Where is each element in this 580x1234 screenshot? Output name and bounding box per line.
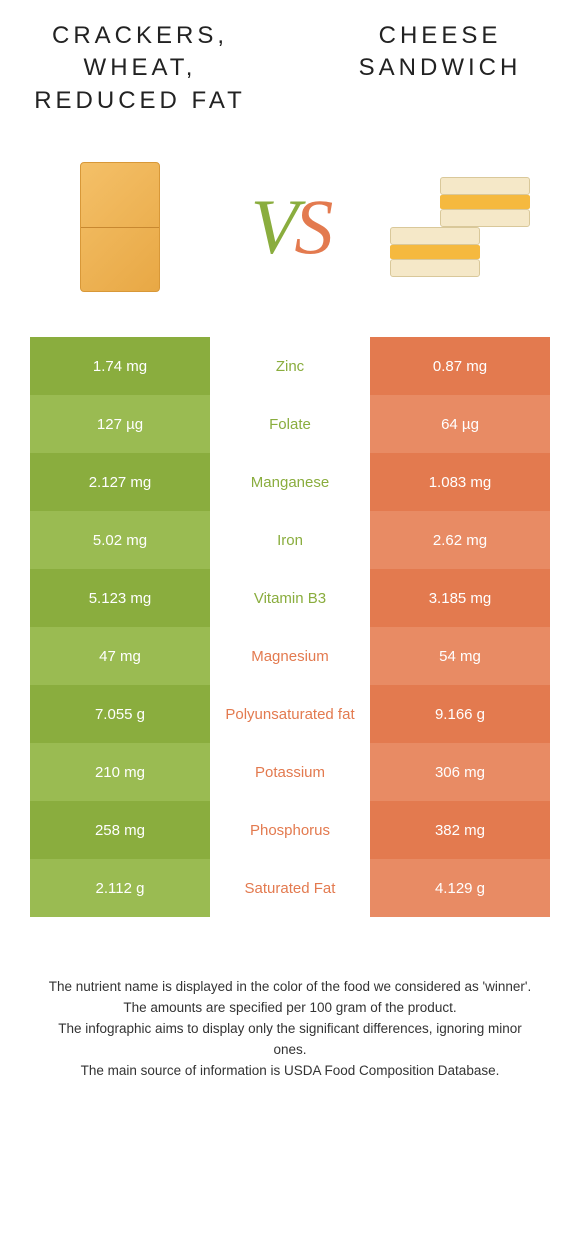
- cell-left-value: 2.112 g: [30, 859, 210, 917]
- table-row: 47 mgMagnesium54 mg: [30, 627, 550, 685]
- cell-right-value: 4.129 g: [370, 859, 550, 917]
- images-row: VS: [30, 147, 550, 337]
- footer-notes: The nutrient name is displayed in the co…: [30, 977, 550, 1082]
- table-row: 210 mgPotassium306 mg: [30, 743, 550, 801]
- table-row: 2.127 mgManganese1.083 mg: [30, 453, 550, 511]
- cell-nutrient-label: Manganese: [210, 453, 370, 511]
- title-left: CRACKERS, WHEAT, REDUCED FAT: [30, 20, 250, 117]
- table-row: 7.055 gPolyunsaturated fat9.166 g: [30, 685, 550, 743]
- cell-right-value: 54 mg: [370, 627, 550, 685]
- cell-nutrient-label: Potassium: [210, 743, 370, 801]
- table-row: 5.02 mgIron2.62 mg: [30, 511, 550, 569]
- cell-nutrient-label: Zinc: [210, 337, 370, 395]
- vs-label: VS: [251, 182, 330, 272]
- cell-right-value: 0.87 mg: [370, 337, 550, 395]
- cell-right-value: 64 µg: [370, 395, 550, 453]
- table-row: 258 mgPhosphorus382 mg: [30, 801, 550, 859]
- cell-left-value: 127 µg: [30, 395, 210, 453]
- footer-line-2: The amounts are specified per 100 gram o…: [40, 998, 540, 1019]
- cell-left-value: 210 mg: [30, 743, 210, 801]
- footer-line-4: The main source of information is USDA F…: [40, 1061, 540, 1082]
- cell-nutrient-label: Magnesium: [210, 627, 370, 685]
- cell-right-value: 1.083 mg: [370, 453, 550, 511]
- cell-nutrient-label: Folate: [210, 395, 370, 453]
- table-row: 127 µgFolate64 µg: [30, 395, 550, 453]
- cell-nutrient-label: Iron: [210, 511, 370, 569]
- title-right: CHEESE SANDWICH: [330, 20, 550, 85]
- cell-left-value: 5.123 mg: [30, 569, 210, 627]
- table-row: 1.74 mgZinc0.87 mg: [30, 337, 550, 395]
- vs-s: S: [294, 183, 329, 270]
- cell-left-value: 47 mg: [30, 627, 210, 685]
- cell-right-value: 382 mg: [370, 801, 550, 859]
- cell-nutrient-label: Polyunsaturated fat: [210, 685, 370, 743]
- cell-left-value: 1.74 mg: [30, 337, 210, 395]
- cell-nutrient-label: Phosphorus: [210, 801, 370, 859]
- sandwich-icon: [390, 177, 530, 277]
- cell-left-value: 258 mg: [30, 801, 210, 859]
- cracker-image: [50, 157, 190, 297]
- cell-left-value: 2.127 mg: [30, 453, 210, 511]
- table-row: 2.112 gSaturated Fat4.129 g: [30, 859, 550, 917]
- footer-line-1: The nutrient name is displayed in the co…: [40, 977, 540, 998]
- cell-right-value: 306 mg: [370, 743, 550, 801]
- cell-right-value: 9.166 g: [370, 685, 550, 743]
- cell-nutrient-label: Saturated Fat: [210, 859, 370, 917]
- cell-left-value: 7.055 g: [30, 685, 210, 743]
- infographic-container: CRACKERS, WHEAT, REDUCED FAT CHEESE SAND…: [0, 0, 580, 1102]
- cell-nutrient-label: Vitamin B3: [210, 569, 370, 627]
- nutrition-table: 1.74 mgZinc0.87 mg127 µgFolate64 µg2.127…: [30, 337, 550, 917]
- sandwich-image: [390, 157, 530, 297]
- cell-right-value: 2.62 mg: [370, 511, 550, 569]
- titles-row: CRACKERS, WHEAT, REDUCED FAT CHEESE SAND…: [30, 20, 550, 117]
- footer-line-3: The infographic aims to display only the…: [40, 1019, 540, 1061]
- cell-right-value: 3.185 mg: [370, 569, 550, 627]
- cracker-icon: [80, 162, 160, 292]
- cell-left-value: 5.02 mg: [30, 511, 210, 569]
- table-row: 5.123 mgVitamin B33.185 mg: [30, 569, 550, 627]
- vs-v: V: [251, 183, 295, 270]
